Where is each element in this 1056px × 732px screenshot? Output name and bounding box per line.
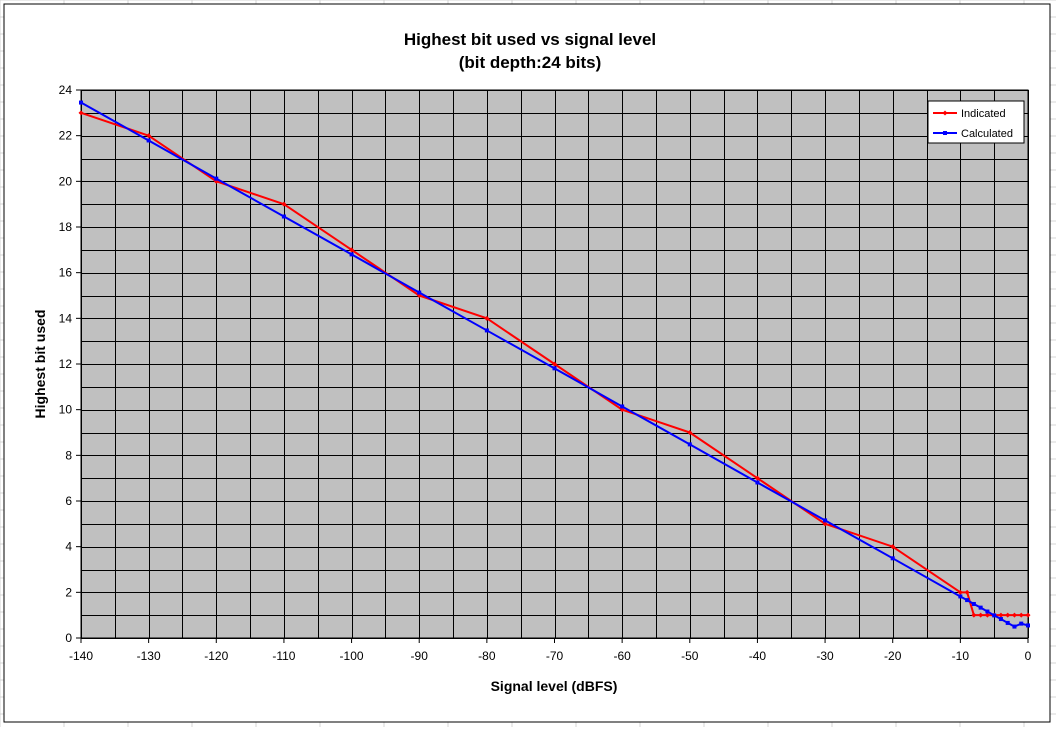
chart-title: Highest bit used vs signal level [404,30,656,49]
data-point [1019,621,1024,626]
x-tick-label: -20 [884,649,902,663]
data-point [998,612,1004,618]
data-point [1026,623,1030,628]
data-point [998,617,1003,622]
x-tick-label: -80 [478,649,496,663]
data-point [978,612,984,618]
data-point [984,612,990,618]
data-point [281,214,286,219]
legend: Indicated Calculated [927,100,1025,144]
data-point [417,290,422,295]
data-point [985,609,990,614]
data-point [957,589,963,595]
x-tick-label: -130 [137,649,161,663]
data-point [146,138,151,143]
data-point [823,518,828,523]
data-point [552,361,557,367]
y-tick-label: 12 [59,357,73,371]
legend-label: Indicated [961,108,1006,120]
data-point [964,589,970,595]
x-axis-label: Signal level (dBFS) [491,678,618,694]
data-point [620,404,625,409]
data-point [1025,612,1031,618]
series-layer [78,100,1031,629]
y-tick-label: 24 [59,83,73,97]
x-tick-label: -90 [411,649,429,663]
data-point [755,480,760,485]
y-tick-label: 2 [65,585,72,599]
y-tick-label: 14 [59,311,73,325]
data-point [958,594,963,599]
data-point [349,247,355,253]
data-point [971,601,976,606]
data-point [214,176,219,181]
data-point [78,110,84,116]
y-tick-label: 8 [65,448,72,462]
x-tick-label: -50 [681,649,699,663]
chart-subtitle: (bit depth:24 bits) [459,53,602,72]
series-calculated [79,100,1030,629]
data-point [349,252,354,257]
data-point [281,201,287,207]
data-point [484,328,489,333]
data-point [971,612,977,618]
y-tick-label: 6 [65,494,72,508]
data-point [484,315,490,321]
y-tick-label: 0 [65,631,72,645]
data-point [1005,620,1010,625]
x-tick-label: -60 [613,649,631,663]
data-point [1012,624,1017,629]
x-tick-label: -120 [204,649,228,663]
data-point [943,131,947,135]
legend-box [927,100,1025,144]
data-point [79,100,83,105]
data-point [890,544,896,550]
data-point [1005,612,1011,618]
x-axis: -140 -130 -120 -110 -100 -90 -80 -70 -60 -50 -40 -3… [69,638,1032,663]
y-tick-label: 16 [59,266,73,280]
data-point [687,430,693,435]
data-point [687,442,692,447]
x-tick-label: -30 [816,649,834,663]
x-tick-label: -70 [546,649,564,663]
data-point [146,133,152,139]
x-tick-label: -10 [952,649,970,663]
data-point [1011,612,1017,618]
data-point [754,475,760,481]
data-point [890,556,895,561]
data-point [965,598,970,603]
x-tick-label: -40 [749,649,767,663]
x-tick-label: -100 [340,649,364,663]
y-tick-label: 10 [59,403,73,417]
data-point [822,521,828,527]
data-point [942,110,948,116]
y-tick-label: 18 [59,220,73,234]
y-tick-label: 22 [59,129,73,143]
y-tick-label: 20 [59,174,73,188]
data-point [1018,612,1024,618]
x-tick-label: -110 [272,649,295,663]
data-point [978,605,983,610]
x-tick-label: 0 [1025,649,1032,663]
data-point [552,366,557,371]
legend-label: Calculated [961,128,1013,140]
y-tick-label: 4 [65,540,72,554]
x-tick-label: -140 [69,649,93,663]
data-point [992,613,997,618]
y-axis-label: Highest bit used [32,310,48,419]
